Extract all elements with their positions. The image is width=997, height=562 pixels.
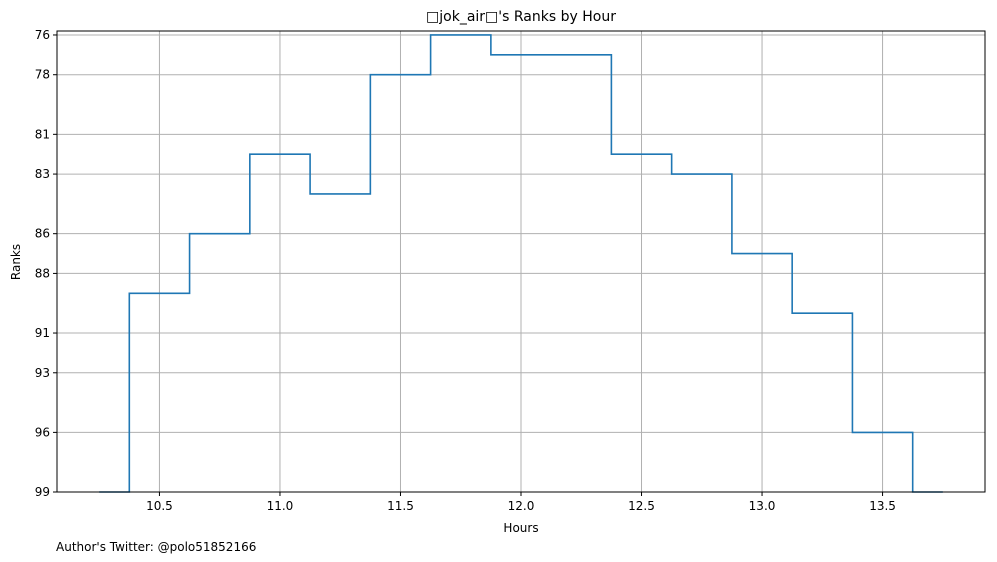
x-tick-label: 12.5 [628, 499, 655, 513]
series-layer [99, 34, 943, 493]
x-tick-label: 10.5 [146, 499, 173, 513]
y-tick-label: 83 [35, 167, 50, 181]
x-tick-label: 13.0 [749, 499, 776, 513]
chart-title: □jok_air□'s Ranks by Hour [426, 9, 616, 25]
x-tick-label: 11.0 [267, 499, 294, 513]
y-tick-label: 99 [35, 485, 50, 499]
x-tick-label: 11.5 [387, 499, 414, 513]
rank-step-line [99, 34, 943, 493]
y-tick-label: 86 [35, 227, 50, 241]
x-tick-label: 12.0 [508, 499, 535, 513]
x-axis-label: Hours [503, 521, 538, 535]
x-tick-label: 13.5 [869, 499, 896, 513]
y-tick-label: 78 [35, 68, 50, 82]
y-axis-label: Ranks [9, 244, 23, 280]
ticks: 10.5 11.0 11.5 12.0 12.5 13.0 13.5 76 78 81 83 86 88… [35, 28, 896, 513]
y-tick-label: 81 [35, 127, 50, 141]
y-tick-label: 91 [35, 326, 50, 340]
y-tick-label: 88 [35, 266, 50, 280]
y-tick-label: 93 [35, 366, 50, 380]
author-twitter-note: Author's Twitter: @polo51852166 [56, 540, 256, 554]
y-tick-label: 76 [35, 28, 50, 42]
y-tick-label: 96 [35, 425, 50, 439]
